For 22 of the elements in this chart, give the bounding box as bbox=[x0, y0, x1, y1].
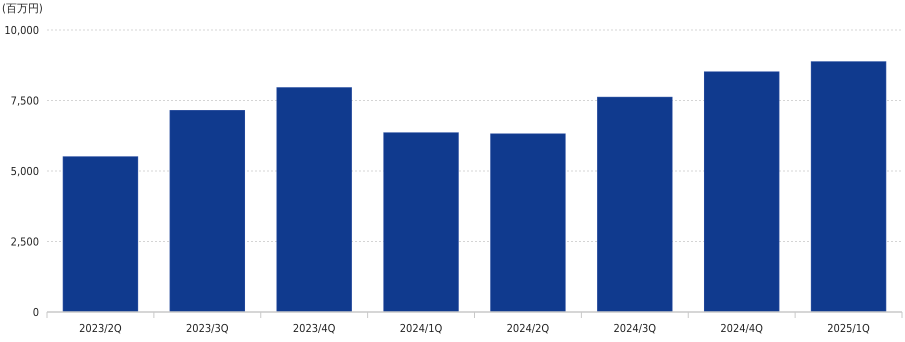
bar bbox=[810, 61, 886, 312]
x-tick-label: 2024/2Q bbox=[506, 322, 550, 335]
bar bbox=[597, 96, 673, 312]
bar bbox=[276, 87, 352, 312]
x-tick-label: 2024/3Q bbox=[614, 322, 656, 335]
x-tick-label: 2024/4Q bbox=[720, 322, 764, 335]
bar bbox=[170, 110, 246, 312]
x-tick-label: 2024/1Q bbox=[400, 322, 443, 335]
bar bbox=[383, 132, 459, 312]
y-tick-label: 2,500 bbox=[10, 235, 39, 248]
bar bbox=[704, 71, 780, 312]
bar bbox=[490, 133, 566, 312]
y-tick-label: 7,500 bbox=[10, 94, 39, 108]
x-tick-label: 2023/3Q bbox=[186, 322, 229, 335]
y-axis-title: (百万円) bbox=[2, 2, 43, 15]
y-tick-label: 0 bbox=[32, 306, 39, 319]
x-tick-label: 2023/4Q bbox=[292, 322, 336, 335]
x-tick-label: 2023/2Q bbox=[79, 322, 122, 335]
y-tick-label: 5,000 bbox=[10, 164, 39, 178]
x-tick-label: 2025/1Q bbox=[827, 322, 870, 335]
bar bbox=[62, 156, 138, 312]
y-tick-label: 10,000 bbox=[4, 24, 39, 37]
